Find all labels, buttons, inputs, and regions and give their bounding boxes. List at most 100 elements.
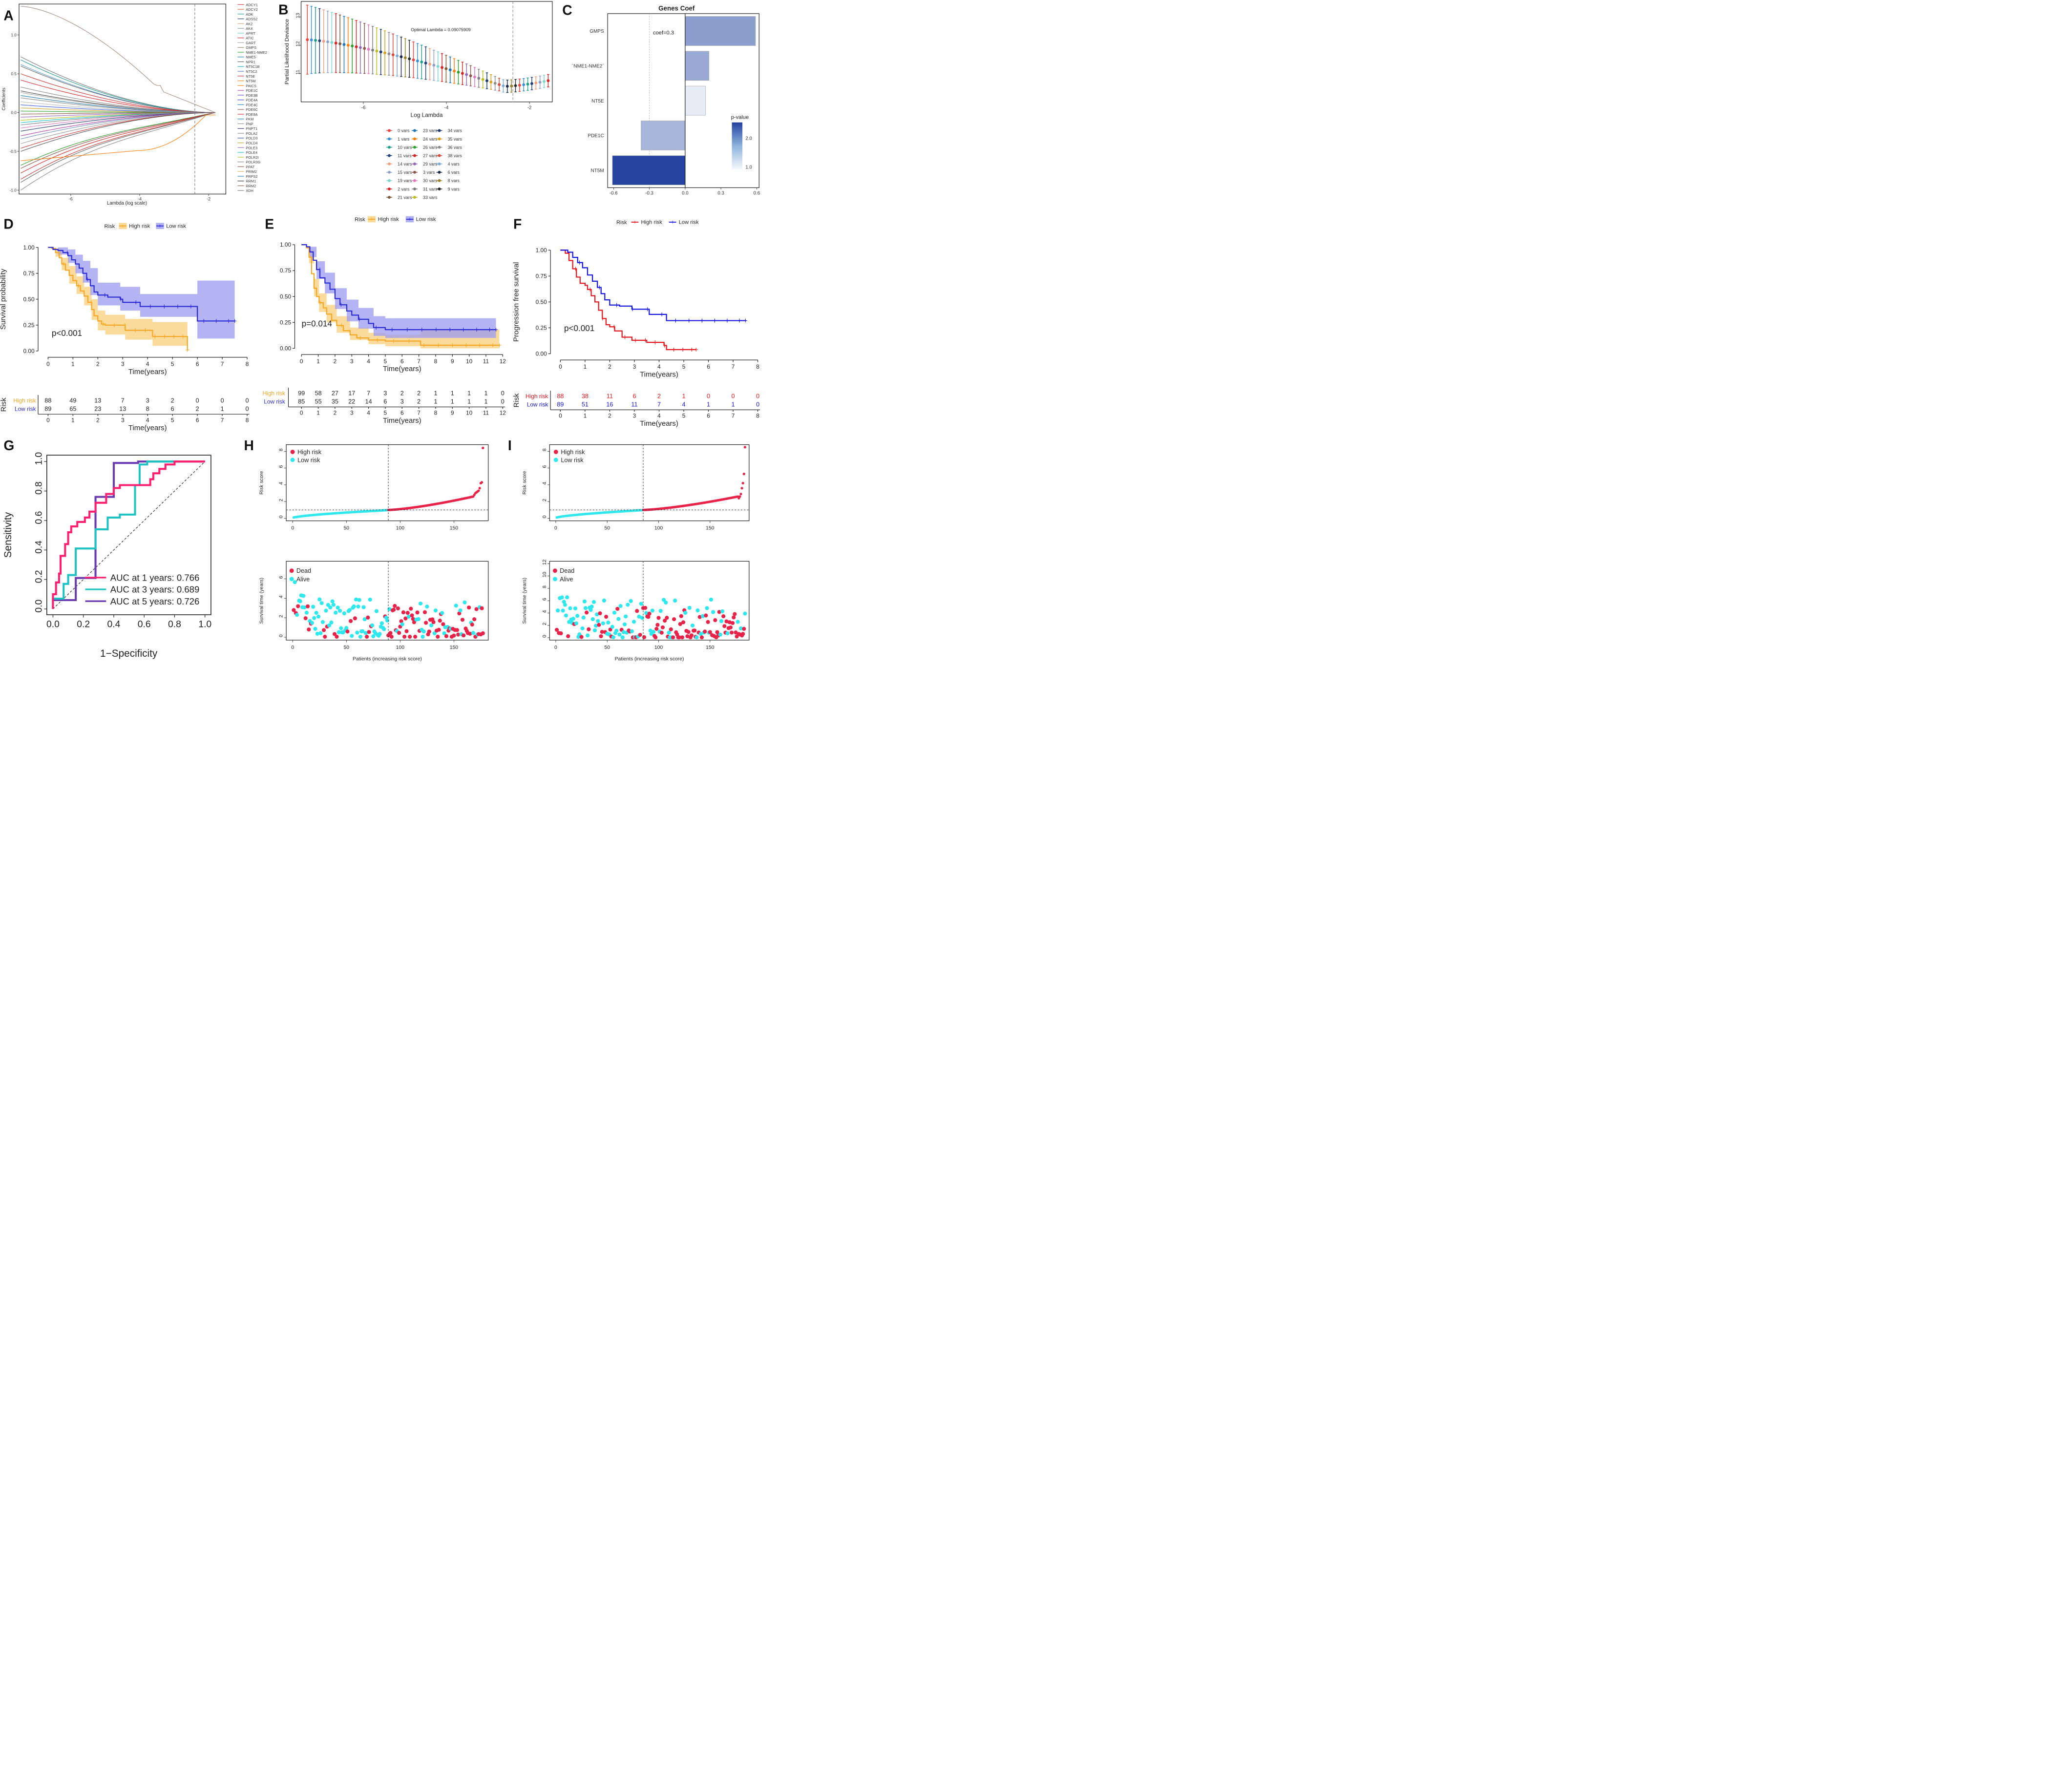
- x-tick-label: 0: [554, 525, 557, 531]
- risk-table-count: 1: [434, 390, 437, 397]
- legend-label: 3 vars: [423, 170, 435, 175]
- deviance-point: [387, 52, 391, 56]
- dead-point: [669, 627, 673, 631]
- deviance-point: [473, 75, 476, 79]
- legend-marker: [413, 188, 416, 190]
- alive-point: [738, 626, 743, 631]
- alive-point: [664, 600, 668, 605]
- legend-label: 36 vars: [448, 145, 463, 150]
- dead-point: [438, 619, 442, 623]
- dead-point: [307, 627, 311, 632]
- legend-marker: [289, 568, 294, 573]
- alive-point: [361, 605, 366, 609]
- legend-title: Risk: [616, 220, 627, 226]
- roc-curve: [52, 460, 205, 609]
- deviance-point: [428, 63, 431, 66]
- dead-point: [408, 634, 412, 639]
- dead-point: [401, 610, 406, 615]
- alive-point: [586, 633, 590, 638]
- legend-marker: [413, 129, 416, 132]
- x-tick-label: 1: [316, 358, 320, 365]
- dead-point: [585, 610, 589, 615]
- risk-table-count: 3: [383, 390, 387, 397]
- alive-point: [725, 631, 730, 636]
- y-tick-label: 1.0: [34, 452, 44, 465]
- risk-table-tick-label: 12: [500, 410, 506, 417]
- confidence-band: [48, 247, 188, 351]
- dead-point: [436, 634, 440, 639]
- high-risk-point: [739, 493, 742, 496]
- risk-table-tick-label: 3: [633, 413, 636, 419]
- alive-point: [624, 614, 628, 619]
- survival-time-axis-label: Survival time (years): [259, 578, 265, 624]
- y-tick-label: 8: [542, 585, 547, 588]
- alive-point: [318, 631, 323, 635]
- alive-point: [363, 631, 368, 635]
- dead-point: [638, 633, 642, 637]
- legend-label: 33 vars: [423, 195, 438, 200]
- figure: A B C D E F G H I -6 -4 -2 -1.0 -0.5 0.0 0.5 1.0 Lambda (…: [0, 0, 766, 666]
- risk-table-count: 1: [221, 406, 224, 413]
- p-value-annotation: p=0.014: [302, 319, 332, 328]
- panel-c: Genes Coef coef=0.3 GMPS `NME1-NME2` NT5E PDE…: [572, 5, 760, 196]
- x-tick-label: 5: [384, 358, 387, 365]
- alive-point: [419, 601, 423, 606]
- panel-label-h: H: [244, 438, 254, 453]
- risk-table-count: 6: [383, 398, 387, 405]
- dead-point: [321, 628, 326, 632]
- dead-point: [728, 625, 733, 630]
- risk-table-count: 7: [367, 390, 370, 397]
- y-tick-label: 0.6: [34, 511, 44, 524]
- coefficient-path: [21, 112, 216, 169]
- legend-marker: [413, 154, 416, 157]
- deviance-point: [526, 83, 529, 86]
- dead-point: [653, 635, 658, 640]
- alive-point: [324, 608, 328, 613]
- dead-point: [480, 606, 484, 610]
- alive-point: [582, 599, 587, 604]
- y-axis-label: Survival probability: [0, 269, 7, 330]
- alive-point: [352, 604, 356, 608]
- risk-table-count: 1: [484, 398, 487, 405]
- legend-marker: [388, 162, 391, 166]
- coefficient-path: [21, 114, 216, 161]
- alive-point: [622, 622, 627, 626]
- legend-label: 31 vars: [423, 187, 438, 191]
- dead-point: [292, 608, 296, 612]
- alive-point: [339, 626, 343, 630]
- risk-table-tick-label: 6: [400, 410, 404, 417]
- risk-table-count: 2: [417, 390, 421, 397]
- alive-point: [736, 620, 740, 624]
- alive-point: [667, 630, 671, 635]
- risk-table-count: 17: [348, 390, 355, 397]
- alive-point: [621, 630, 626, 634]
- risk-table-tick-label: 2: [96, 417, 100, 424]
- dead-point: [732, 615, 736, 620]
- dead-point: [706, 620, 710, 624]
- dead-point: [460, 618, 465, 622]
- risk-table-tick-label: 8: [434, 410, 438, 417]
- risk-table-count: 55: [315, 398, 322, 405]
- y-tick-label: 0: [279, 515, 284, 518]
- legend-label: PDE4A: [246, 98, 257, 103]
- dead-point: [399, 619, 403, 624]
- risk-table-count: 13: [119, 406, 126, 413]
- dead-point: [409, 606, 413, 611]
- legend-marker: [413, 179, 416, 182]
- legend-label: PKM: [246, 117, 253, 122]
- y-tick-label: 2: [542, 623, 547, 625]
- x-tick-label: 8: [246, 360, 249, 367]
- alive-point: [385, 618, 389, 623]
- x-tick-label: 4: [657, 363, 661, 370]
- deviance-point: [358, 46, 362, 49]
- dead-point: [742, 626, 746, 631]
- x-axis-label: Time(years): [640, 371, 678, 378]
- deviance-point: [444, 67, 448, 70]
- legend-marker: [388, 137, 391, 141]
- legend-label: ADCY1: [246, 2, 258, 7]
- alive-point: [563, 603, 567, 607]
- alive-point: [421, 629, 426, 634]
- y-tick-label: 0.75: [536, 272, 547, 279]
- legend-label: High risk: [641, 220, 662, 226]
- x-axis-label: Patients (increasing risk score): [615, 657, 684, 662]
